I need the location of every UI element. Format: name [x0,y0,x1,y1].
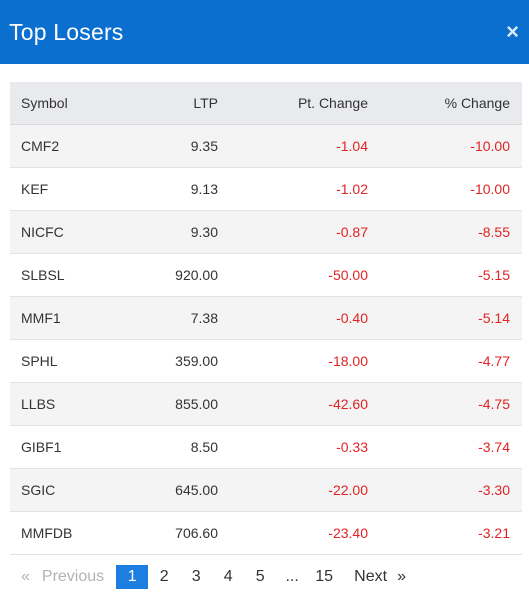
table-row[interactable]: MMF1 7.38 -0.40 -5.14 [10,296,522,340]
losers-table: Symbol LTP Pt. Change % Change CMF2 9.35… [10,82,522,555]
pt-change-cell: -23.40 [230,511,380,555]
page-button-1[interactable]: 1 [116,565,149,589]
ltp-cell: 706.60 [120,511,230,555]
dialog-header: Top Losers × [0,0,529,64]
symbol-cell: MMF1 [10,296,120,340]
pct-change-cell: -5.15 [380,253,522,297]
page-button-2[interactable]: 2 [159,568,169,585]
page-button-3[interactable]: 3 [191,568,201,585]
first-page-icon: « [21,568,30,585]
pct-change-cell: -8.55 [380,210,522,254]
ltp-cell: 9.35 [120,124,230,168]
pt-change-cell: -1.02 [230,167,380,211]
previous-button: Previous [41,568,105,585]
table-header-row: Symbol LTP Pt. Change % Change [10,82,522,125]
ltp-cell: 7.38 [120,296,230,340]
pct-change-cell: -4.75 [380,382,522,426]
table-row[interactable]: GIBF1 8.50 -0.33 -3.74 [10,425,522,469]
ltp-cell: 645.00 [120,468,230,512]
table-row[interactable]: SGIC 645.00 -22.00 -3.30 [10,468,522,512]
pagination: « Previous 1 2 3 4 5 ... 15 Next » [10,565,520,589]
pt-change-cell: -0.87 [230,210,380,254]
symbol-cell: GIBF1 [10,425,120,469]
symbol-cell: LLBS [10,382,120,426]
pt-change-cell: -1.04 [230,124,380,168]
pct-change-cell: -4.77 [380,339,522,383]
symbol-cell: SLBSL [10,253,120,297]
column-header-pt-change[interactable]: Pt. Change [230,82,380,125]
table-row[interactable]: SLBSL 920.00 -50.00 -5.15 [10,253,522,297]
ltp-cell: 855.00 [120,382,230,426]
symbol-cell: SPHL [10,339,120,383]
pct-change-cell: -3.74 [380,425,522,469]
table-row[interactable]: LLBS 855.00 -42.60 -4.75 [10,382,522,426]
symbol-cell: MMFDB [10,511,120,555]
symbol-cell: SGIC [10,468,120,512]
ltp-cell: 359.00 [120,339,230,383]
dialog-body: Symbol LTP Pt. Change % Change CMF2 9.35… [0,64,529,589]
pt-change-cell: -0.33 [230,425,380,469]
column-header-ltp[interactable]: LTP [120,82,230,125]
ltp-cell: 9.30 [120,210,230,254]
page-button-5[interactable]: 5 [255,568,265,585]
pct-change-cell: -3.30 [380,468,522,512]
pt-change-cell: -0.40 [230,296,380,340]
page-button-4[interactable]: 4 [223,568,233,585]
page-button-15[interactable]: 15 [315,568,334,585]
table-row[interactable]: NICFC 9.30 -0.87 -8.55 [10,210,522,254]
next-button[interactable]: Next [354,568,388,585]
dialog-title: Top Losers [9,18,124,45]
close-icon[interactable]: × [506,19,519,44]
page-ellipsis: ... [285,568,299,585]
pt-change-cell: -22.00 [230,468,380,512]
symbol-cell: KEF [10,167,120,211]
table-row[interactable]: CMF2 9.35 -1.04 -10.00 [10,124,522,168]
pt-change-cell: -18.00 [230,339,380,383]
column-header-pct-change[interactable]: % Change [380,82,522,125]
pct-change-cell: -10.00 [380,167,522,211]
pct-change-cell: -10.00 [380,124,522,168]
symbol-cell: CMF2 [10,124,120,168]
ltp-cell: 9.13 [120,167,230,211]
pct-change-cell: -5.14 [380,296,522,340]
ltp-cell: 8.50 [120,425,230,469]
pt-change-cell: -42.60 [230,382,380,426]
pct-change-cell: -3.21 [380,511,522,555]
table-row[interactable]: KEF 9.13 -1.02 -10.00 [10,167,522,211]
column-header-symbol[interactable]: Symbol [10,82,120,125]
pt-change-cell: -50.00 [230,253,380,297]
last-page-icon[interactable]: » [397,568,406,585]
table-row[interactable]: MMFDB 706.60 -23.40 -3.21 [10,511,522,555]
ltp-cell: 920.00 [120,253,230,297]
symbol-cell: NICFC [10,210,120,254]
table-row[interactable]: SPHL 359.00 -18.00 -4.77 [10,339,522,383]
